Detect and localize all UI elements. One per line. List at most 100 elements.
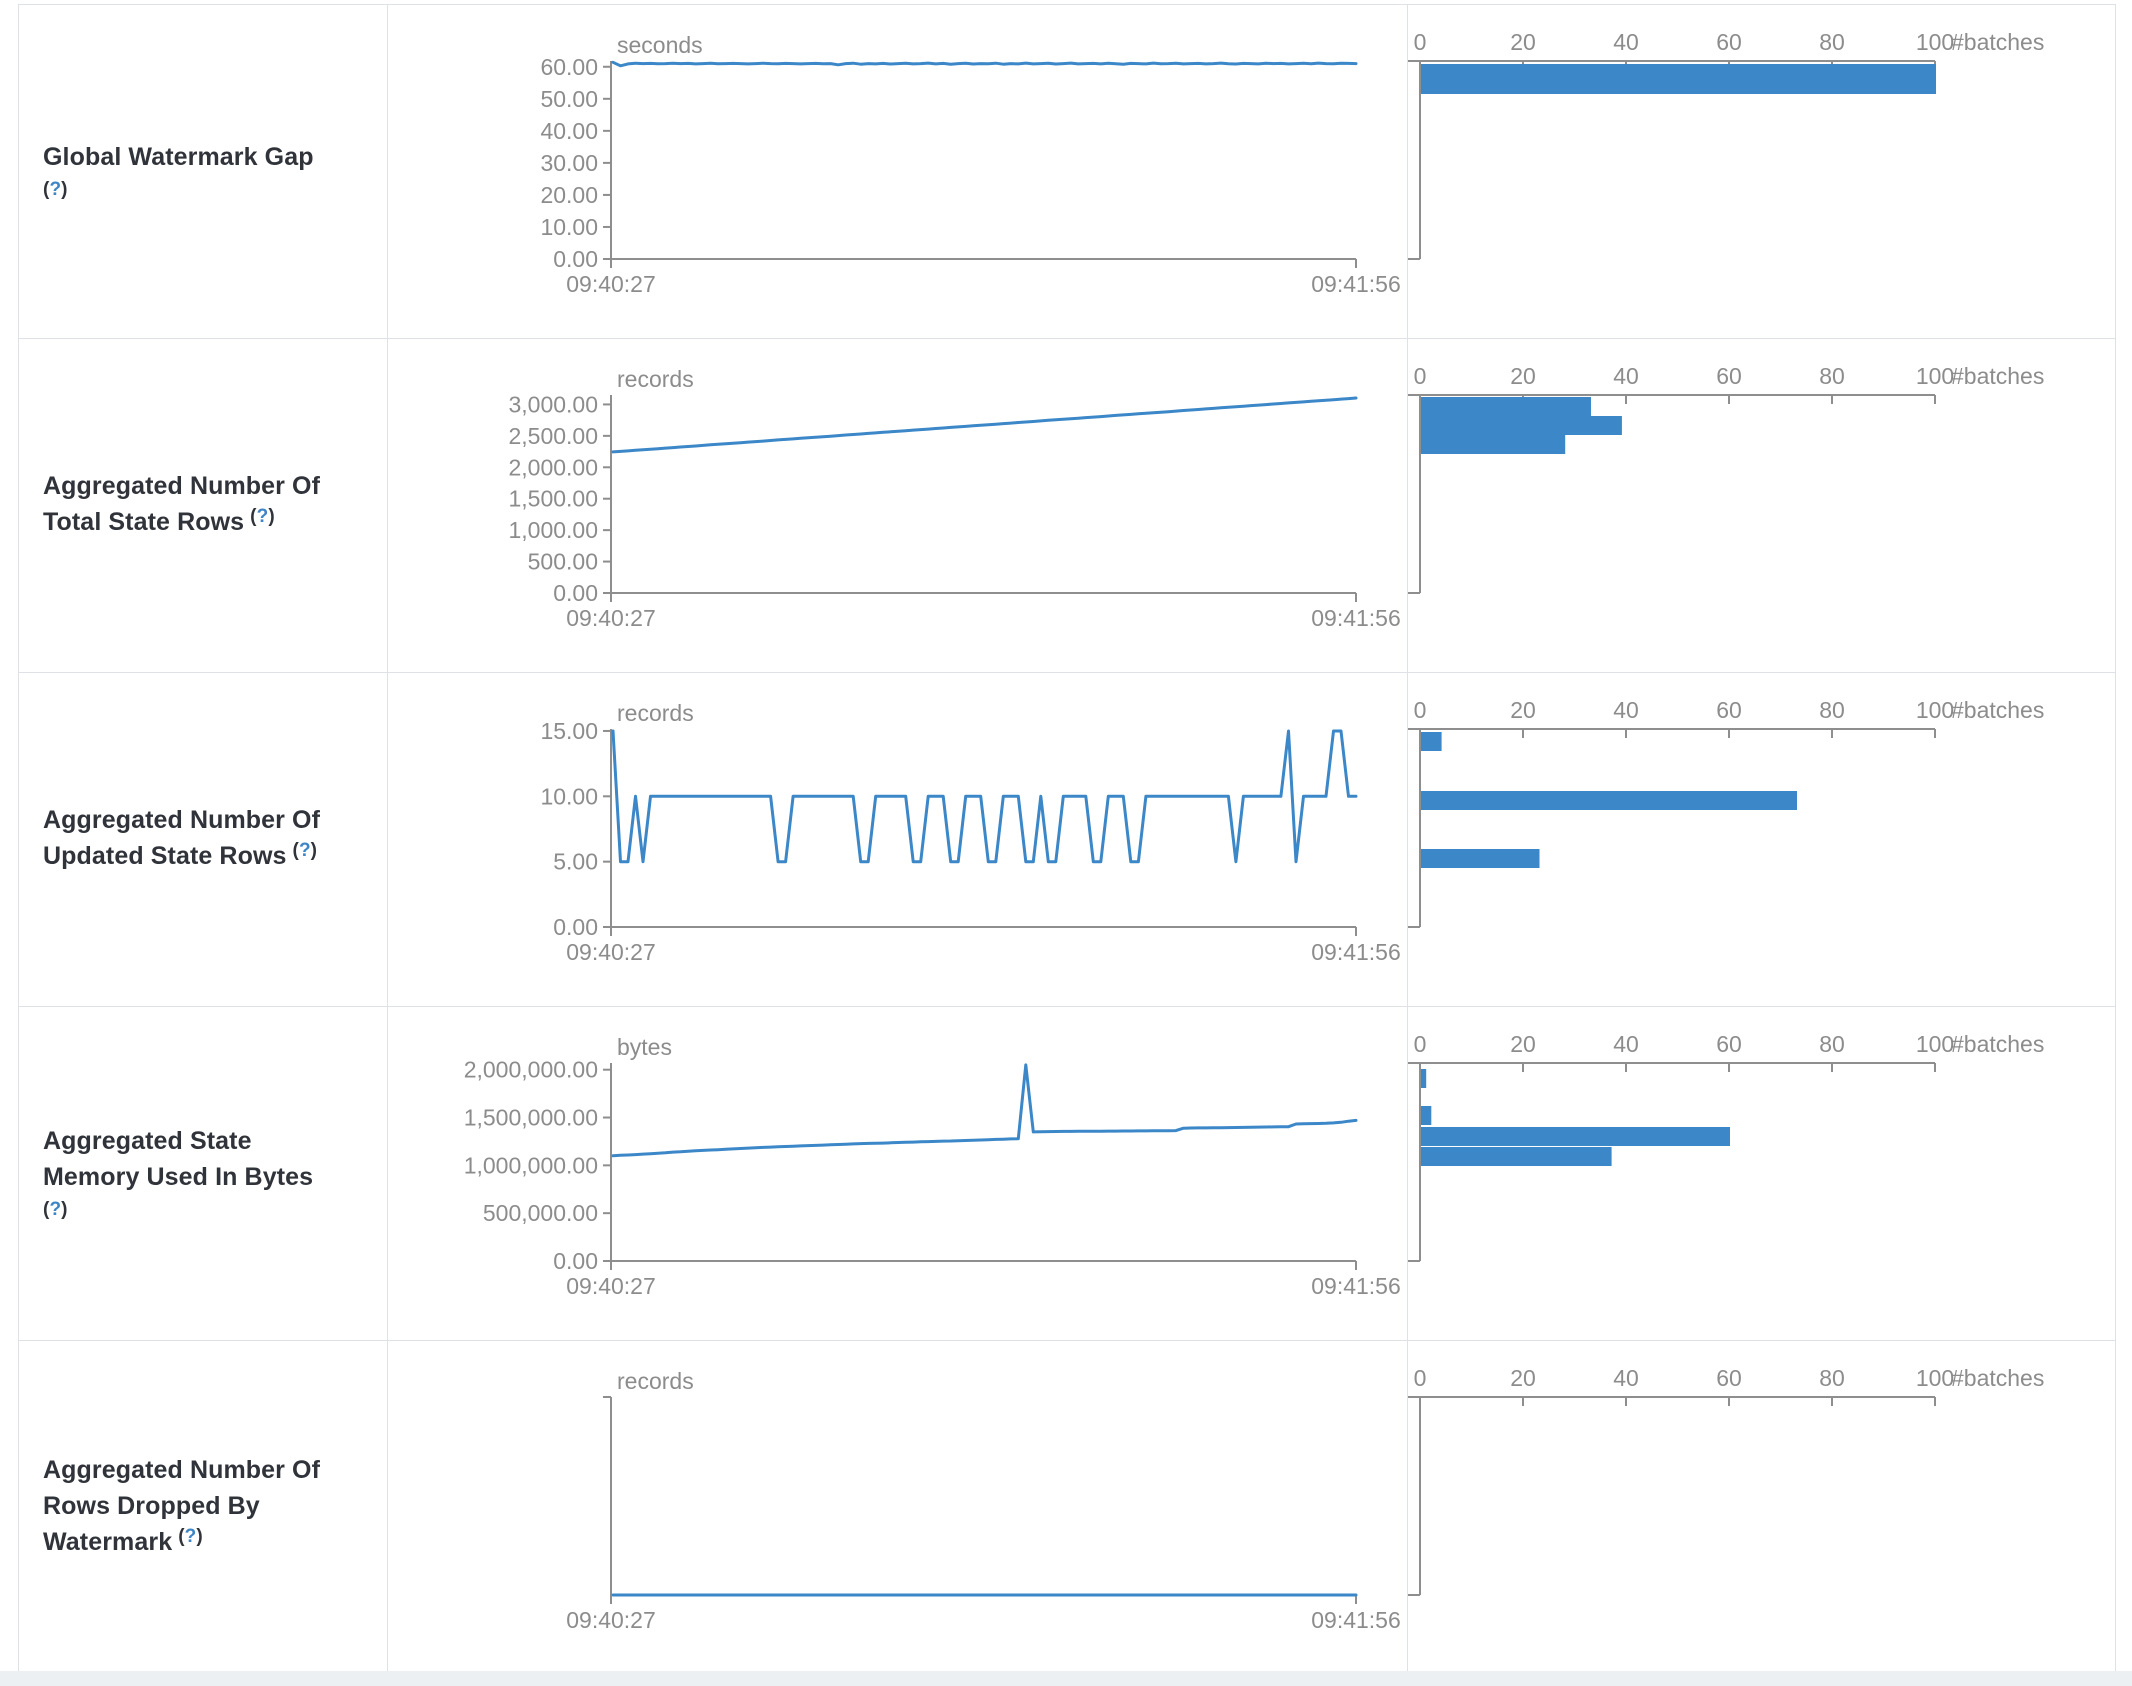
- batches-tick-label: 20: [1510, 1365, 1536, 1391]
- batches-tick-label: 80: [1819, 1031, 1845, 1057]
- timeline-chart-svg: records 09:40:27 09:41:56: [566, 1368, 1401, 1633]
- timeline-chart-svg: seconds 60.00 50.00 40.00 30.00 20.00 10.00 0.0…: [540, 32, 1401, 297]
- metric-row: Aggregated Number Of Updated State Rows (?…: [19, 673, 2115, 1007]
- batches-tick-label: 0: [1414, 1031, 1427, 1057]
- histogram-bar: [1421, 732, 1442, 751]
- help-link[interactable]: (?): [250, 506, 275, 527]
- batches-unit-label: #batches: [1951, 1365, 2044, 1391]
- timeline-cell: seconds 60.00 50.00 40.00 30.00 20.00 10.00 0.0…: [387, 5, 1407, 338]
- y-tick-label: 10.00: [540, 783, 598, 809]
- histogram-bar: [1421, 64, 1936, 94]
- y-tick-label: 10.00: [540, 214, 598, 240]
- metric-title-line: Watermark (?): [43, 1526, 203, 1556]
- histogram-bar: [1421, 791, 1797, 810]
- batches-tick-label: 0: [1414, 363, 1427, 389]
- metric-label-cell: Aggregated Number Of Rows Dropped By Water…: [19, 1341, 387, 1674]
- batches-tick-label: 0: [1414, 697, 1427, 723]
- batches-tick-label: 100: [1916, 363, 1954, 389]
- metric-label-cell: Global Watermark Gap (?): [19, 5, 387, 338]
- metric-row: Aggregated Number Of Total State Rows (?) r…: [19, 339, 2115, 673]
- y-tick-label: 20.00: [540, 182, 598, 208]
- batches-tick-label: 80: [1819, 363, 1845, 389]
- batches-tick-label: 20: [1510, 29, 1536, 55]
- x-end-time-label: 09:41:56: [1311, 1273, 1401, 1299]
- batches-tick-label: 100: [1916, 1031, 1954, 1057]
- metric-help-line: (?): [43, 1195, 373, 1225]
- x-end-time-label: 09:41:56: [1311, 1607, 1401, 1633]
- y-tick-label: 2,500.00: [508, 423, 598, 449]
- y-tick-label: 1,500.00: [508, 486, 598, 512]
- batches-unit-label: #batches: [1951, 697, 2044, 723]
- x-end-time-label: 09:41:56: [1311, 939, 1401, 965]
- metric-title-line: Aggregated Number Of: [43, 806, 321, 834]
- metric-title-line: Global Watermark Gap: [43, 142, 314, 171]
- y-tick-label: 1,500,000.00: [464, 1105, 598, 1131]
- metric-title-line: Total State Rows (?): [43, 506, 275, 536]
- batches-tick-label: 80: [1819, 29, 1845, 55]
- batches-tick-label: 20: [1510, 363, 1536, 389]
- metric-row: Aggregated State Memory Used In Bytes (?) b…: [19, 1007, 2115, 1341]
- help-link[interactable]: (?): [43, 1198, 68, 1220]
- batches-tick-label: 40: [1613, 29, 1639, 55]
- histogram-chart-svg: 0 20 40 60 80 100#batches: [1408, 1031, 2044, 1262]
- histogram-bar: [1421, 1147, 1612, 1166]
- histogram-bar: [1421, 1127, 1730, 1146]
- unit-label: bytes: [617, 1034, 672, 1060]
- timeline-cell: bytes 2,000,000.00 1,500,000.00 1,000,000.0…: [387, 1007, 1407, 1340]
- histogram-bar: [1421, 435, 1566, 454]
- unit-label: records: [617, 700, 694, 726]
- metric-title-line: Aggregated Number Of: [43, 472, 321, 500]
- timeline-line: [611, 729, 1358, 864]
- page-background-strip: [0, 1671, 2132, 1686]
- histogram-cell: 0 20 40 60 80 100 #batches: [1407, 1341, 2115, 1674]
- batches-tick-label: 40: [1613, 1031, 1639, 1057]
- batches-tick-label: 80: [1819, 697, 1845, 723]
- y-tick-label: 0.00: [553, 580, 598, 606]
- metric-help-line: (?): [43, 175, 373, 205]
- batches-unit-label: #batches: [1951, 29, 2044, 55]
- y-tick-label: 1,000,000.00: [464, 1152, 598, 1178]
- batches-tick-label: 100: [1916, 1365, 1954, 1391]
- y-tick-label: 500.00: [528, 549, 598, 575]
- y-tick-label: 2,000.00: [508, 454, 598, 480]
- x-end-time-label: 09:41:56: [1311, 271, 1401, 297]
- metric-title-line: Aggregated State: [43, 1126, 252, 1155]
- histogram-cell: 0 20 40 60 80 100 #batches: [1407, 673, 2115, 1006]
- y-tick-label: 3,000.00: [508, 391, 598, 417]
- metric-title-line: Updated State Rows (?): [43, 840, 318, 870]
- batches-unit-label: #batches: [1951, 1031, 2044, 1057]
- x-start-time-label: 09:40:27: [566, 271, 656, 297]
- batches-tick-label: 20: [1510, 1031, 1536, 1057]
- metric-label-cell: Aggregated Number Of Total State Rows (?): [19, 339, 387, 672]
- y-tick-label: 2,000,000.00: [464, 1057, 598, 1083]
- help-link[interactable]: (?): [178, 1526, 203, 1547]
- timeline-cell: records 3,000.00 2,500.00 2,000.00 1,500.00 1…: [387, 339, 1407, 672]
- y-tick-label: 60.00: [540, 54, 598, 80]
- histogram-chart-svg: 0 20 40 60 80 100#batches: [1408, 697, 2044, 928]
- y-tick-label: 500,000.00: [483, 1200, 598, 1226]
- metric-title-line: Aggregated Number Of: [43, 1456, 321, 1484]
- batches-tick-label: 60: [1716, 29, 1742, 55]
- timeline-line: [611, 396, 1358, 454]
- unit-label: records: [617, 1368, 694, 1394]
- histogram-bar: [1421, 1106, 1432, 1125]
- batches-tick-label: 40: [1613, 697, 1639, 723]
- x-start-time-label: 09:40:27: [566, 939, 656, 965]
- y-tick-label: 0.00: [553, 914, 598, 940]
- histogram-chart-svg: 0 20 40 60 80 100#batches: [1408, 363, 2044, 594]
- histogram-bar: [1421, 1069, 1427, 1088]
- batches-tick-label: 0: [1414, 1365, 1427, 1391]
- batches-tick-label: 60: [1716, 1365, 1742, 1391]
- histogram-bar: [1421, 849, 1540, 868]
- batches-tick-label: 40: [1613, 1365, 1639, 1391]
- batches-tick-label: 60: [1716, 363, 1742, 389]
- timeline-line: [611, 1063, 1358, 1158]
- help-link[interactable]: (?): [43, 178, 68, 200]
- x-start-time-label: 09:40:27: [566, 1273, 656, 1299]
- batches-unit-label: #batches: [1951, 363, 2044, 389]
- help-link[interactable]: (?): [292, 840, 318, 861]
- metric-title-line: Rows Dropped By: [43, 1492, 260, 1520]
- histogram-bar: [1421, 416, 1622, 435]
- metric-title-line: Memory Used In Bytes: [43, 1162, 314, 1191]
